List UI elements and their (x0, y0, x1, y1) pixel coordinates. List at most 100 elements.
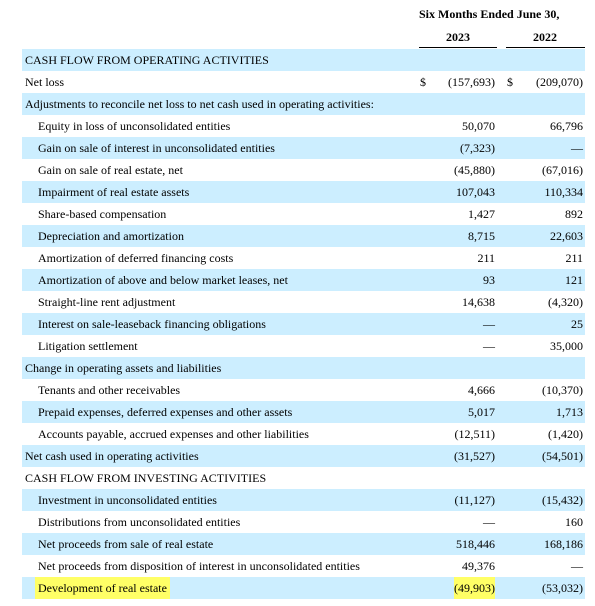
row-label: Net proceeds from sale of real estate (38, 537, 214, 551)
row-label: CASH FLOW FROM INVESTING ACTIVITIES (25, 471, 267, 485)
table-row: Net proceeds from disposition of interes… (22, 555, 585, 577)
value-2022: — (571, 141, 583, 155)
value-2023: — (483, 515, 495, 529)
row-label: Net proceeds from disposition of interes… (38, 559, 360, 573)
year-2022-heading: 2022 (533, 30, 557, 44)
currency-symbol-2023: $ (420, 75, 426, 89)
value-2022: (67,016) (542, 163, 583, 177)
value-2023: — (483, 339, 495, 353)
table-row-changes-heading: Change in operating assets and liabiliti… (22, 357, 585, 379)
value-2023: 49,376 (462, 559, 495, 573)
row-label: Adjustments to reconcile net loss to net… (25, 97, 374, 111)
row-label: Accounts payable, accrued expenses and o… (38, 427, 309, 441)
value-2023: 14,638 (462, 295, 495, 309)
table-row: Amortization of deferred financing costs… (22, 247, 585, 269)
table-row-net-cash-operating: Net cash used in operating activities (3… (22, 445, 585, 467)
value-2022: 168,186 (544, 537, 583, 551)
row-label: Gain on sale of interest in unconsolidat… (38, 141, 275, 155)
table-header: Six Months Ended June 30, 2023 2022 (0, 0, 595, 50)
value-2022: 121 (565, 273, 583, 287)
value-2023: — (483, 317, 495, 331)
year-2022-underline (506, 47, 585, 48)
row-label: Share-based compensation (38, 207, 167, 221)
value-2022: (10,370) (542, 383, 583, 397)
value-2022: (1,420) (548, 427, 583, 441)
row-label: Depreciation and amortization (38, 229, 184, 243)
row-label: Prepaid expenses, deferred expenses and … (38, 405, 293, 419)
row-label: Distributions from unconsolidated entiti… (38, 515, 241, 529)
row-label: Impairment of real estate assets (38, 185, 190, 199)
value-2022: 211 (565, 251, 583, 265)
table-row-development-highlighted: Development of real estate (49,903) (53,… (22, 577, 585, 599)
value-2023: (157,693) (448, 75, 495, 89)
table-row-investing-heading: CASH FLOW FROM INVESTING ACTIVITIES (22, 467, 585, 489)
value-2023: 4,666 (468, 383, 495, 397)
table-row: Prepaid expenses, deferred expenses and … (22, 401, 585, 423)
value-2022: 35,000 (550, 339, 583, 353)
value-2022: 22,603 (550, 229, 583, 243)
value-2022: — (571, 559, 583, 573)
value-2023: 8,715 (468, 229, 495, 243)
value-2022: 892 (565, 207, 583, 221)
row-label: Gain on sale of real estate, net (38, 163, 183, 177)
value-2022: (4,320) (548, 295, 583, 309)
value-2022: (54,501) (542, 449, 583, 463)
table-row: Distributions from unconsolidated entiti… (22, 511, 585, 533)
table-row: Gain on sale of interest in unconsolidat… (22, 137, 585, 159)
table-row-net-loss: Net loss $ (157,693) $ (209,070) (22, 71, 585, 93)
currency-symbol-2022: $ (507, 75, 513, 89)
row-label: Amortization of deferred financing costs (38, 251, 234, 265)
row-label: Amortization of above and below market l… (38, 273, 288, 287)
table-row: Interest on sale-leaseback financing obl… (22, 313, 585, 335)
value-2022: (53,032) (542, 581, 583, 595)
row-label: Net cash used in operating activities (25, 449, 199, 463)
table-row: Tenants and other receivables 4,666 (10,… (22, 379, 585, 401)
table-row: Net proceeds from sale of real estate 51… (22, 533, 585, 555)
value-2023: (31,527) (454, 449, 495, 463)
row-label: Straight-line rent adjustment (38, 295, 176, 309)
value-2022: 1,713 (556, 405, 583, 419)
row-label: Tenants and other receivables (38, 383, 181, 397)
value-2022: 160 (565, 515, 583, 529)
table-row-adjustments-heading: Adjustments to reconcile net loss to net… (22, 93, 585, 115)
value-2022: (15,432) (542, 493, 583, 507)
table-row: Litigation settlement — 35,000 (22, 335, 585, 357)
value-2022: 110,334 (544, 185, 583, 199)
value-2023: (11,127) (454, 493, 495, 507)
value-2023: 1,427 (468, 207, 495, 221)
value-2023: 93 (483, 273, 495, 287)
table-row: Straight-line rent adjustment 14,638 (4,… (22, 291, 585, 313)
value-2023: (7,323) (460, 141, 495, 155)
table-row: Amortization of above and below market l… (22, 269, 585, 291)
table-row-operating-heading: CASH FLOW FROM OPERATING ACTIVITIES (22, 49, 585, 71)
value-2023: 50,070 (462, 119, 495, 133)
row-label: Interest on sale-leaseback financing obl… (38, 317, 266, 331)
value-2023: 107,043 (456, 185, 495, 199)
year-2023-underline (419, 47, 497, 48)
year-2023-heading: 2023 (446, 30, 470, 44)
table-row: Equity in loss of unconsolidated entitie… (22, 115, 585, 137)
table-row: Share-based compensation 1,427 892 (22, 203, 585, 225)
table-row: Investment in unconsolidated entities (1… (22, 489, 585, 511)
value-2022: (209,070) (536, 75, 583, 89)
value-2023: (45,880) (454, 163, 495, 177)
value-2023: 518,446 (456, 537, 495, 551)
table-row: Gain on sale of real estate, net (45,880… (22, 159, 585, 181)
row-label: Change in operating assets and liabiliti… (25, 361, 222, 375)
value-2023: 211 (477, 251, 495, 265)
value-2023: (12,511) (454, 427, 495, 441)
cash-flow-table: CASH FLOW FROM OPERATING ACTIVITIES Net … (22, 49, 585, 599)
table-row: Depreciation and amortization 8,715 22,6… (22, 225, 585, 247)
row-label: Equity in loss of unconsolidated entitie… (38, 119, 231, 133)
value-2022: 66,796 (550, 119, 583, 133)
table-row: Impairment of real estate assets 107,043… (22, 181, 585, 203)
period-heading: Six Months Ended June 30, (419, 7, 560, 21)
table-row: Accounts payable, accrued expenses and o… (22, 423, 585, 445)
value-2023: 5,017 (468, 405, 495, 419)
row-label-highlighted: Development of real estate (35, 577, 170, 599)
row-label: Litigation settlement (38, 339, 138, 353)
row-label: CASH FLOW FROM OPERATING ACTIVITIES (25, 53, 269, 67)
row-label: Investment in unconsolidated entities (38, 493, 217, 507)
value-2023-highlighted: (49,903) (454, 577, 495, 599)
value-2022: 25 (571, 317, 583, 331)
